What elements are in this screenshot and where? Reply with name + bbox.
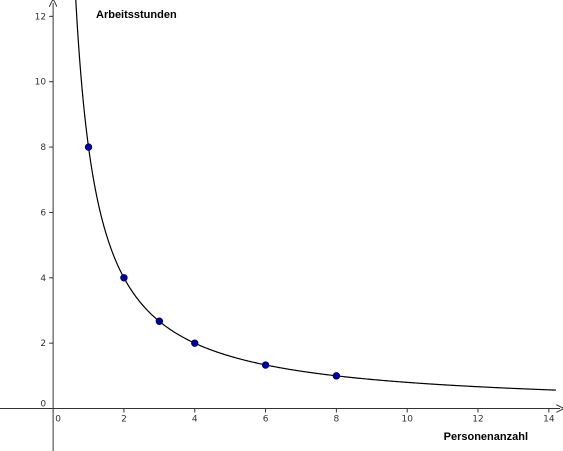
y-tick-label-8: 8 (40, 143, 46, 153)
data-point-0-1 (120, 274, 128, 282)
x-tick-label-8: 8 (334, 415, 340, 425)
x-tick-label-6: 6 (263, 415, 269, 425)
y-tick-label-0: 0 (40, 400, 46, 410)
y-tick-label-4: 4 (40, 274, 46, 284)
data-point-0-0 (84, 143, 93, 151)
axes (0, 3, 560, 451)
x-tick-label-14: 14 (543, 415, 555, 425)
curve-layer (75, 0, 556, 391)
y-tick-label-2: 2 (40, 339, 46, 349)
data-point-0-5 (332, 372, 341, 380)
ticks: 0 2 4 6 8 10 12 14 0 2 4 6 8 10 12 (35, 12, 555, 424)
x-tick-label-12: 12 (472, 415, 483, 425)
data-point-0-2 (155, 317, 164, 325)
data-point-0-4 (261, 361, 270, 369)
points-layer (84, 143, 341, 380)
x-tick-label-2: 2 (121, 415, 127, 425)
x-axis-label: Personenanzahl (444, 431, 528, 443)
y-tick-label-6: 6 (40, 208, 46, 218)
y-axis-label: Arbeitsstunden (96, 9, 177, 21)
data-point-0-3 (191, 339, 199, 347)
x-tick-label-4: 4 (192, 415, 198, 425)
y-tick-label-10: 10 (35, 78, 47, 88)
x-tick-label-0: 0 (55, 415, 61, 425)
y-tick-label-12: 12 (35, 12, 46, 22)
hyperbola-curve (75, 0, 556, 391)
x-tick-label-10: 10 (401, 415, 413, 425)
